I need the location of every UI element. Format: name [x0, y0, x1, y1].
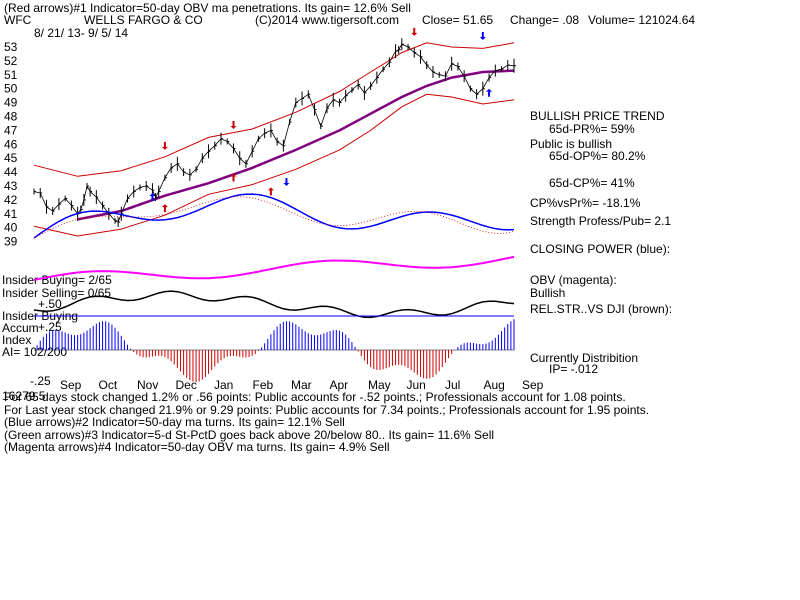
- y-tick-label: 51: [4, 68, 18, 82]
- index-label: Index: [2, 333, 32, 347]
- red-up-arrow-icon: [161, 204, 168, 213]
- y-tick-label: 53: [4, 40, 18, 54]
- distribution-label: Currently Distribition: [530, 351, 639, 365]
- x-tick-label: Jan: [214, 378, 233, 392]
- obv-line: [33, 255, 515, 281]
- red-down-arrow-icon: [411, 27, 418, 36]
- y-tick-label: 39: [4, 235, 18, 249]
- footer-line2: For Last year stock changed 21.9% or 9.2…: [4, 403, 650, 417]
- y-tick-label: 45: [4, 151, 18, 165]
- ai-value: AI= 102/200: [2, 345, 68, 359]
- x-tick-label: Nov: [137, 378, 158, 392]
- company-name: WELLS FARGO & CO: [84, 13, 203, 27]
- red-up-arrow-icon: [267, 187, 274, 196]
- relstr-label: REL.STR..VS DJI (brown):: [530, 302, 673, 316]
- accum-minus25: -.25: [30, 374, 51, 388]
- op65: 65d-OP%= 80.2%: [549, 149, 646, 163]
- blue-down-arrow-icon: [283, 178, 290, 186]
- blue-up-arrow-icon: [149, 192, 156, 201]
- y-tick-label: 46: [4, 137, 18, 151]
- blue-down-arrow-icon: [479, 32, 486, 41]
- relstr-line: [33, 290, 515, 319]
- footer-line5: (Magenta arrows)#4 Indicator=50-day OBV …: [4, 440, 390, 454]
- y-tick-label: 41: [4, 207, 18, 221]
- y-tick-label: 40: [4, 221, 18, 235]
- y-tick-label: 52: [4, 54, 18, 68]
- accum-label: Accum: [2, 321, 39, 335]
- public-status: Public is bullish: [530, 137, 613, 151]
- x-tick-label: May: [368, 378, 391, 392]
- footer-line1: For 65 days stock changed 1.2% or .56 po…: [4, 390, 626, 404]
- lower-band-line: [33, 93, 515, 237]
- x-tick-label: Dec: [176, 378, 197, 392]
- y-tick-label: 48: [4, 110, 18, 124]
- change-value: Change= .08: [510, 13, 580, 27]
- obv-label: OBV (magenta):: [530, 273, 617, 287]
- x-tick-label: Jul: [445, 378, 460, 392]
- x-tick-label: Mar: [291, 378, 312, 392]
- x-tick-label: Sep: [60, 378, 82, 392]
- volume-value: Volume= 121024.64: [588, 13, 696, 27]
- insider-selling: Insider Selling= 0/65: [2, 286, 112, 300]
- strength: Strength Profess/Pub= 2.1: [530, 214, 672, 228]
- ticker: WFC: [4, 13, 32, 27]
- closing-power-label: CLOSING POWER (blue):: [530, 242, 671, 256]
- y-tick-label: 43: [4, 179, 18, 193]
- overlap-number: 16279.5: [2, 389, 46, 403]
- y-tick-label: 47: [4, 123, 18, 137]
- footer-line3: (Blue arrows)#2 Indicator=50-day ma turn…: [4, 415, 345, 429]
- y-tick-label: 49: [4, 96, 18, 110]
- price-line: [33, 43, 515, 223]
- red-down-arrow-icon: [161, 141, 168, 150]
- x-tick-label: Aug: [484, 378, 505, 392]
- red-down-arrow-icon: [230, 121, 237, 130]
- cpvspr: CP%vsPr%= -18.1%: [530, 196, 641, 210]
- y-tick-label: 44: [4, 165, 18, 179]
- closing-power-line: [33, 193, 515, 239]
- copyright: (C)2014 www.tigersoft.com: [255, 13, 400, 27]
- pr65: 65d-PR%= 59%: [549, 122, 635, 136]
- x-tick-label: Apr: [330, 378, 349, 392]
- trend-title: BULLISH PRICE TREND: [530, 109, 665, 123]
- footer-line4: (Green arrows)#3 Indicator=5-d St-PctD g…: [4, 428, 495, 442]
- close-value: Close= 51.65: [422, 13, 494, 27]
- y-tick-label: 50: [4, 82, 18, 96]
- cp65: 65d-CP%= 41%: [549, 176, 635, 190]
- accum-plus50: +.50: [38, 297, 62, 311]
- obv-state: Bullish: [530, 286, 566, 300]
- ip-value: IP= -.012: [549, 362, 599, 376]
- x-tick-label: Sep: [522, 378, 544, 392]
- y-tick-label: 42: [4, 193, 18, 207]
- moving-average-line: [77, 69, 515, 221]
- header-line1: (Red arrows)#1 Indicator=50-day OBV ma p…: [4, 1, 411, 15]
- blue-up-arrow-icon: [486, 88, 493, 97]
- red-up-arrow-icon: [230, 173, 237, 182]
- x-tick-label: Oct: [99, 378, 118, 392]
- upper-band-line: [33, 42, 515, 177]
- x-tick-label: Jun: [407, 378, 426, 392]
- insider-buying: Insider Buying= 2/65: [2, 273, 112, 287]
- x-tick-label: Feb: [253, 378, 274, 392]
- date-range: 8/ 21/ 13- 9/ 5/ 14: [34, 26, 129, 40]
- closing-power-ma-line: [33, 196, 515, 239]
